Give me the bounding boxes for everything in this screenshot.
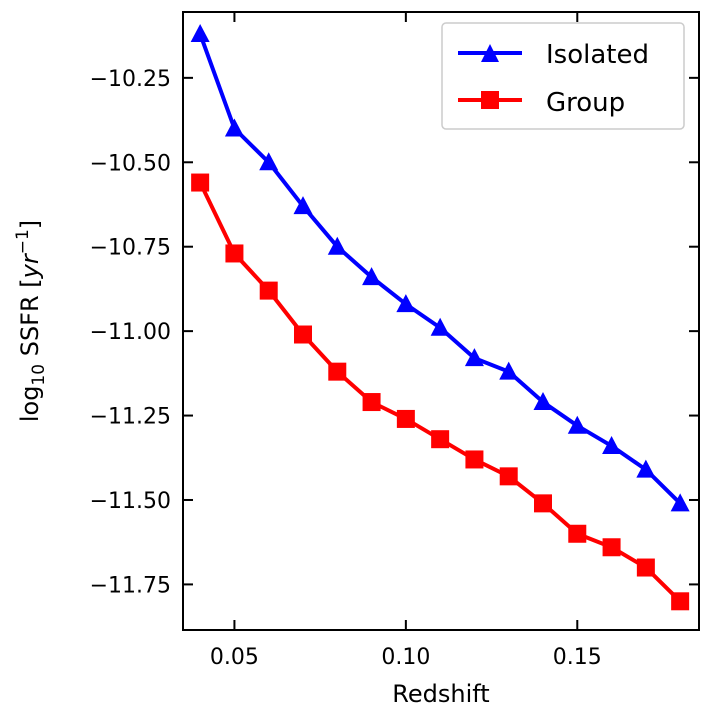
y-tick-label: −11.00 bbox=[90, 320, 171, 345]
y-label-suffix: ] bbox=[16, 220, 44, 229]
y-label-unit: yr bbox=[16, 252, 44, 279]
data-point-group bbox=[534, 494, 552, 513]
data-point-isolated bbox=[602, 435, 622, 454]
plot-frame bbox=[182, 11, 700, 631]
x-tick-label: 0.05 bbox=[210, 645, 259, 670]
data-point-isolated bbox=[430, 317, 450, 336]
legend-marker-group bbox=[481, 91, 499, 109]
y-label-exponent: −1 bbox=[13, 229, 33, 254]
data-point-group bbox=[671, 592, 690, 611]
data-point-group bbox=[259, 281, 278, 300]
data-point-group bbox=[225, 244, 244, 263]
data-point-isolated bbox=[567, 415, 587, 434]
y-tick-label: −10.25 bbox=[90, 67, 171, 92]
y-tick-label: −10.50 bbox=[90, 151, 171, 176]
data-point-group bbox=[396, 409, 415, 428]
data-point-isolated bbox=[362, 267, 382, 286]
data-point-group bbox=[328, 362, 347, 381]
data-point-group bbox=[431, 430, 450, 449]
legend-label-group: Group bbox=[546, 88, 625, 118]
data-point-group bbox=[602, 538, 621, 557]
y-label-middle: SSFR [ bbox=[16, 278, 44, 364]
data-point-isolated bbox=[190, 23, 210, 42]
legend-label-isolated: Isolated bbox=[546, 40, 649, 70]
data-point-isolated bbox=[464, 348, 484, 367]
data-point-isolated bbox=[293, 196, 313, 215]
data-point-isolated bbox=[396, 294, 416, 313]
data-point-isolated bbox=[259, 152, 279, 171]
data-point-isolated bbox=[636, 459, 656, 478]
data-point-group bbox=[294, 325, 312, 344]
data-point-isolated bbox=[327, 236, 347, 255]
data-point-isolated bbox=[670, 493, 690, 512]
x-axis-label: Redshift bbox=[392, 680, 489, 708]
data-point-isolated bbox=[533, 392, 553, 411]
data-point-isolated bbox=[499, 361, 519, 380]
y-label-prefix: log bbox=[16, 386, 44, 423]
data-point-group bbox=[362, 393, 381, 412]
y-tick-label: −11.50 bbox=[90, 489, 171, 514]
y-tick-label: −10.75 bbox=[90, 236, 171, 261]
data-point-isolated bbox=[224, 118, 244, 137]
x-tick-label: 0.10 bbox=[381, 645, 430, 670]
legend-marker-isolated bbox=[481, 44, 499, 62]
legend-box bbox=[441, 22, 685, 130]
data-point-group bbox=[636, 558, 655, 577]
y-tick-label: −11.75 bbox=[90, 573, 171, 598]
data-point-group bbox=[568, 524, 587, 543]
data-point-group bbox=[191, 173, 210, 192]
y-axis-label: log10 SSFR [yr−1] bbox=[13, 220, 49, 422]
data-point-group bbox=[465, 450, 484, 469]
y-label-subscript: 10 bbox=[29, 364, 49, 386]
legend: Isolated Group bbox=[441, 22, 685, 130]
data-point-group bbox=[499, 467, 518, 486]
x-tick-label: 0.15 bbox=[553, 645, 602, 670]
y-tick-label: −11.25 bbox=[90, 405, 171, 430]
